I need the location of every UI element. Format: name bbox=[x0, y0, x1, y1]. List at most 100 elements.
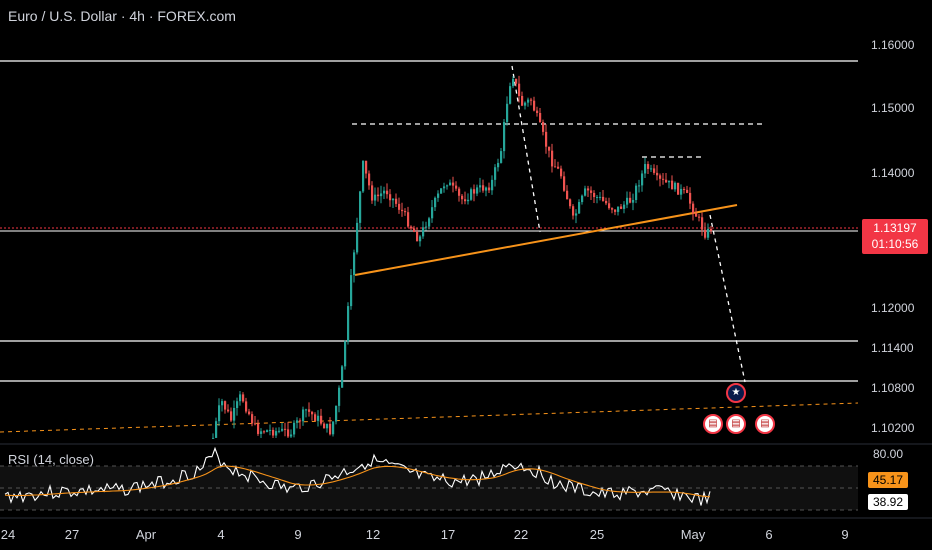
candle-body bbox=[290, 434, 293, 437]
candle-body bbox=[401, 209, 404, 212]
candle-body bbox=[551, 150, 554, 167]
candle-body bbox=[380, 193, 383, 197]
candle-body bbox=[491, 179, 494, 191]
candle-body bbox=[230, 411, 233, 421]
candle-body bbox=[449, 182, 452, 186]
us-flag-icon[interactable]: ▤ bbox=[703, 414, 723, 434]
candle-body bbox=[257, 423, 260, 434]
us-flag-icon[interactable]: ▤ bbox=[755, 414, 775, 434]
candle-body bbox=[602, 196, 605, 201]
candle-body bbox=[578, 202, 581, 214]
candle-body bbox=[215, 421, 218, 438]
candle-body bbox=[218, 405, 221, 422]
candle-body bbox=[269, 429, 272, 431]
candle-body bbox=[344, 341, 347, 367]
candle-body bbox=[515, 78, 518, 84]
candle-body bbox=[632, 199, 635, 203]
candle-body bbox=[626, 197, 629, 205]
candle-body bbox=[638, 185, 641, 187]
candle-body bbox=[365, 160, 368, 174]
candle-body bbox=[710, 228, 713, 231]
candle-body bbox=[665, 179, 668, 183]
candle-body bbox=[635, 185, 638, 200]
candle-body bbox=[593, 192, 596, 198]
candle-body bbox=[599, 196, 602, 198]
candle-body bbox=[407, 212, 410, 227]
candle-body bbox=[320, 415, 323, 424]
us-flag-icon[interactable]: ▤ bbox=[726, 414, 746, 434]
price-label-6: 1.10800 bbox=[871, 381, 915, 395]
x-label-6: 6 bbox=[765, 527, 773, 542]
candle-body bbox=[311, 411, 314, 415]
candle-body bbox=[278, 430, 281, 432]
candle-body bbox=[308, 409, 311, 412]
candle-body bbox=[692, 203, 695, 214]
candle-body bbox=[671, 180, 674, 190]
x-label-24: 24 bbox=[0, 527, 16, 542]
candle-body bbox=[695, 213, 698, 217]
candle-body bbox=[341, 366, 344, 388]
candle-body bbox=[263, 431, 266, 433]
candle-body bbox=[260, 431, 263, 434]
candle-body bbox=[596, 196, 599, 198]
candle-body bbox=[623, 204, 626, 209]
candle-body bbox=[395, 198, 398, 204]
candle-body bbox=[704, 229, 707, 238]
trendline bbox=[354, 204, 738, 276]
candle-body bbox=[701, 217, 704, 230]
candle-body bbox=[533, 100, 536, 111]
candle-body bbox=[437, 193, 440, 198]
x-label-may: May bbox=[680, 527, 706, 542]
symbol-title[interactable]: Euro / U.S. Dollar · 4h · FOREX.com bbox=[8, 8, 236, 24]
candle-body bbox=[254, 423, 257, 425]
eu-flag-icon[interactable]: ★ bbox=[726, 383, 746, 403]
candle-body bbox=[224, 401, 227, 410]
candle-body bbox=[371, 185, 374, 201]
candle-body bbox=[560, 168, 563, 177]
candle-body bbox=[668, 180, 671, 183]
candle-body bbox=[506, 103, 509, 123]
candle-body bbox=[629, 197, 632, 203]
candle-body bbox=[512, 78, 515, 87]
rsi-indicator-label[interactable]: RSI (14, close) bbox=[8, 452, 94, 467]
current-price-value: 1.13197 bbox=[873, 221, 917, 235]
candle-body bbox=[284, 428, 287, 430]
candle-body bbox=[617, 206, 620, 212]
candle-body bbox=[293, 422, 296, 435]
candle-body bbox=[674, 182, 677, 190]
candle-body bbox=[503, 122, 506, 152]
candle-body bbox=[455, 185, 458, 189]
rsi-ma-line bbox=[4, 465, 711, 498]
candle-body bbox=[476, 187, 479, 194]
candle-body bbox=[419, 236, 422, 242]
x-label-apr: Apr bbox=[135, 527, 157, 542]
candle-body bbox=[497, 162, 500, 168]
x-label-12: 12 bbox=[365, 527, 381, 542]
candle-body bbox=[653, 168, 656, 173]
candle-body bbox=[431, 207, 434, 219]
candle-body bbox=[266, 430, 269, 432]
candle-body bbox=[554, 166, 557, 168]
x-label-9b: 9 bbox=[841, 527, 849, 542]
candle-body bbox=[440, 188, 443, 194]
candle-body bbox=[467, 199, 470, 202]
rsi-panel bbox=[0, 443, 932, 511]
candle-body bbox=[353, 252, 356, 276]
candle-body bbox=[425, 226, 428, 228]
horizontal-levels bbox=[0, 60, 859, 433]
candle-body bbox=[524, 102, 527, 106]
candle-body bbox=[509, 86, 512, 104]
candle-body bbox=[641, 173, 644, 186]
candle-body bbox=[404, 211, 407, 213]
candle-body bbox=[647, 164, 650, 169]
current-price-tag: 1.13197 01:10:56 bbox=[862, 219, 928, 254]
rsi-line bbox=[4, 446, 711, 506]
candle-body bbox=[383, 190, 386, 194]
candle-body bbox=[575, 213, 578, 216]
candle-countdown: 01:10:56 bbox=[871, 237, 919, 251]
candle-body bbox=[683, 188, 686, 190]
candle-body bbox=[248, 411, 251, 415]
x-label-22: 22 bbox=[513, 527, 529, 542]
candle-body bbox=[374, 194, 377, 201]
